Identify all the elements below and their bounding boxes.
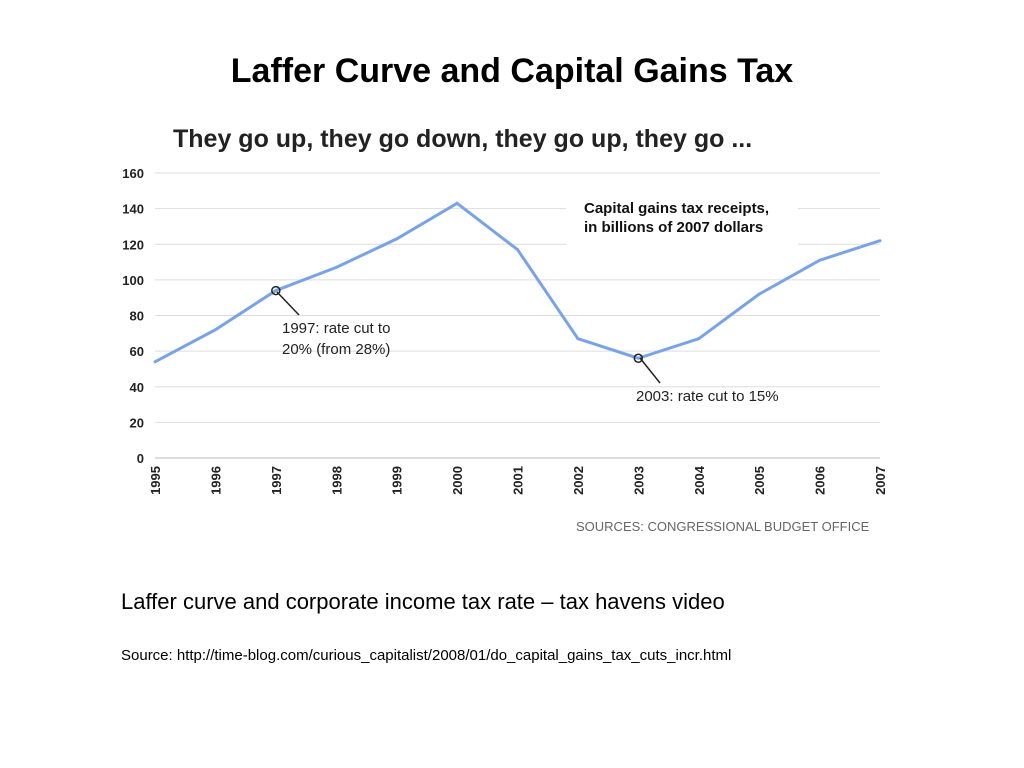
x-tick-1996: 1996 <box>208 466 223 495</box>
x-tick-2002: 2002 <box>571 466 586 495</box>
series-lines <box>153 201 882 364</box>
x-tick-2003: 2003 <box>631 466 646 495</box>
data-point-1999 <box>395 237 399 241</box>
y-tick-160: 160 <box>122 166 144 181</box>
annotation-marker-2003 <box>633 353 644 363</box>
chart-title: They go up, they go down, they go up, th… <box>173 125 752 153</box>
slide-title: Laffer Curve and Capital Gains Tax <box>230 52 794 90</box>
x-tick-1997: 1997 <box>269 466 284 495</box>
source-url: Source: http://time-blog.com/curious_cap… <box>121 647 732 664</box>
annotation-1997-line-1: 1997: rate cut to <box>282 320 390 337</box>
legend-line-1: Capital gains tax receipts, <box>584 200 769 217</box>
data-point-2004 <box>697 337 701 341</box>
caption: Laffer curve and corporate income tax ra… <box>121 589 725 614</box>
y-tick-0: 0 <box>137 451 144 466</box>
y-tick-40: 40 <box>130 380 144 395</box>
y-tick-140: 140 <box>122 202 144 217</box>
annotation-2003-line-1: 2003: rate cut to 15% <box>636 388 779 405</box>
data-point-2003 <box>636 356 640 360</box>
data-point-1997 <box>274 289 278 293</box>
data-point-1996 <box>213 328 217 332</box>
x-tick-1998: 1998 <box>329 466 344 495</box>
annotations: 1997: rate cut to 20% (from 28%) 2003: r… <box>271 285 779 405</box>
annotation-2003-leader <box>639 357 661 384</box>
y-tick-60: 60 <box>130 344 144 359</box>
x-tick-1995: 1995 <box>148 466 163 495</box>
data-point-2005 <box>757 292 761 296</box>
data-point-2007 <box>878 239 882 243</box>
x-tick-2006: 2006 <box>813 466 828 495</box>
legend: Capital gains tax receipts, in billions … <box>566 188 798 250</box>
data-point-1998 <box>334 265 338 269</box>
data-point-2000 <box>455 201 459 205</box>
legend-line-2: in billions of 2007 dollars <box>584 219 763 236</box>
y-tick-80: 80 <box>130 309 144 324</box>
x-tick-2001: 2001 <box>511 466 526 495</box>
annotation-marker-1997 <box>271 285 281 296</box>
x-tick-2004: 2004 <box>692 465 707 495</box>
y-tick-labels: 0 20 40 60 80 100 120 140 160 <box>122 166 144 466</box>
data-point-2002 <box>576 337 580 341</box>
annotation-1997-line-2: 20% (from 28%) <box>282 341 390 358</box>
y-tick-100: 100 <box>122 273 144 288</box>
annotation-1997-leader <box>276 291 300 316</box>
data-point-2006 <box>818 258 822 262</box>
source-note: SOURCES: CONGRESSIONAL BUDGET OFFICE <box>576 519 870 534</box>
x-tick-labels: 1995 1996 1997 1998 1999 2000 2001 2002 2003 2004… <box>148 465 888 495</box>
legend-box <box>566 188 798 250</box>
data-point-1995 <box>153 360 157 364</box>
x-tick-2000: 2000 <box>450 466 465 495</box>
x-tick-2005: 2005 <box>752 466 767 495</box>
y-tick-120: 120 <box>122 237 144 252</box>
x-tick-1999: 1999 <box>390 466 405 495</box>
x-tick-2007: 2007 <box>873 466 888 495</box>
y-tick-20: 20 <box>130 415 144 430</box>
data-point-2001 <box>516 248 519 252</box>
